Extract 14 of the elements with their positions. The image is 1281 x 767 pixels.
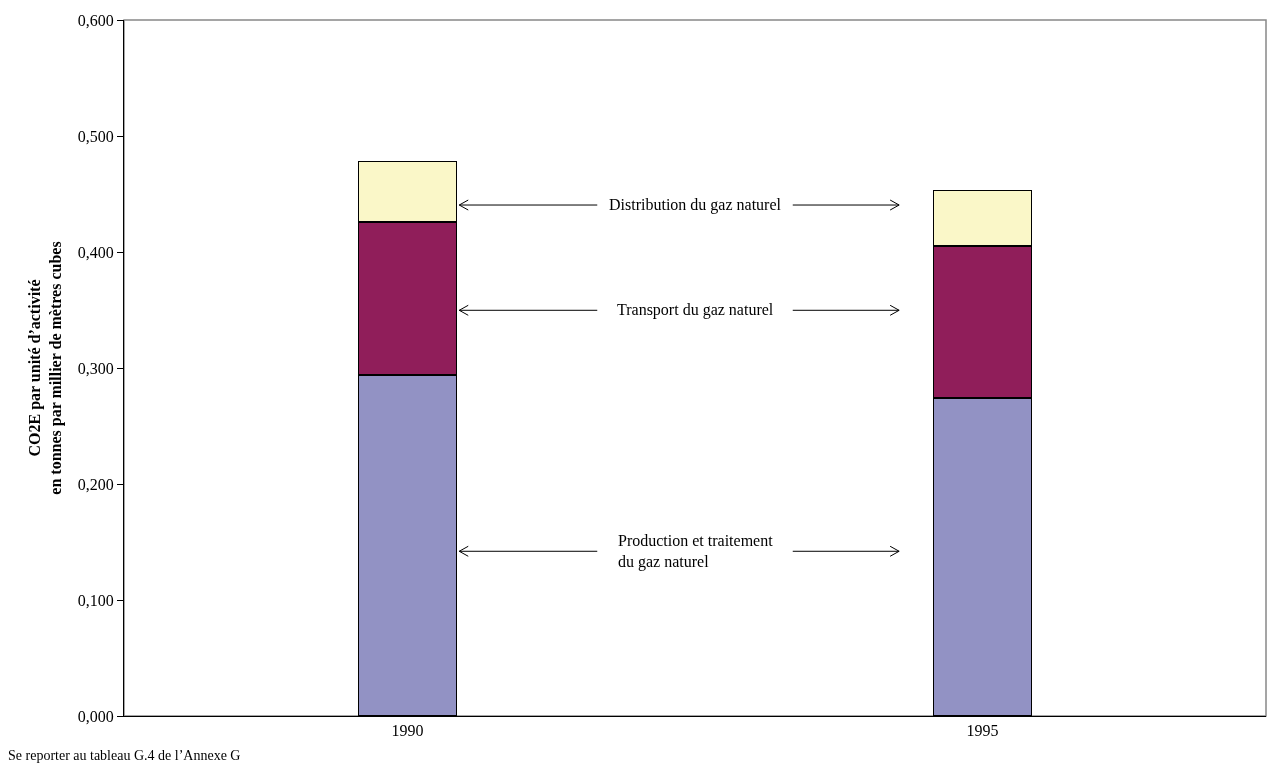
y-tick-label: 0,500	[77, 127, 114, 145]
x-tick-label: 1990	[391, 722, 424, 740]
text: Production et traitement du gaz naturel	[618, 532, 774, 571]
text: Transport du gaz naturel	[617, 301, 774, 319]
text: Se reporter au tableau G.4 de l’Annexe G	[8, 748, 241, 763]
y-tick-label: 0,300	[77, 359, 114, 377]
x-tick-label: 1995	[966, 722, 999, 740]
y-tick-label: 0,600	[77, 11, 114, 29]
y-tick-label: 0,400	[77, 243, 114, 261]
text: Distribution du gaz naturel	[609, 196, 782, 214]
y-axis-title: CO2E par unité d’activité en tonnes par millier de mètres cubes	[25, 241, 65, 495]
y-tick-label: 0,100	[77, 591, 114, 609]
y-tick-label: 0,000	[77, 707, 114, 725]
y-tick-label: 0,200	[77, 475, 114, 493]
